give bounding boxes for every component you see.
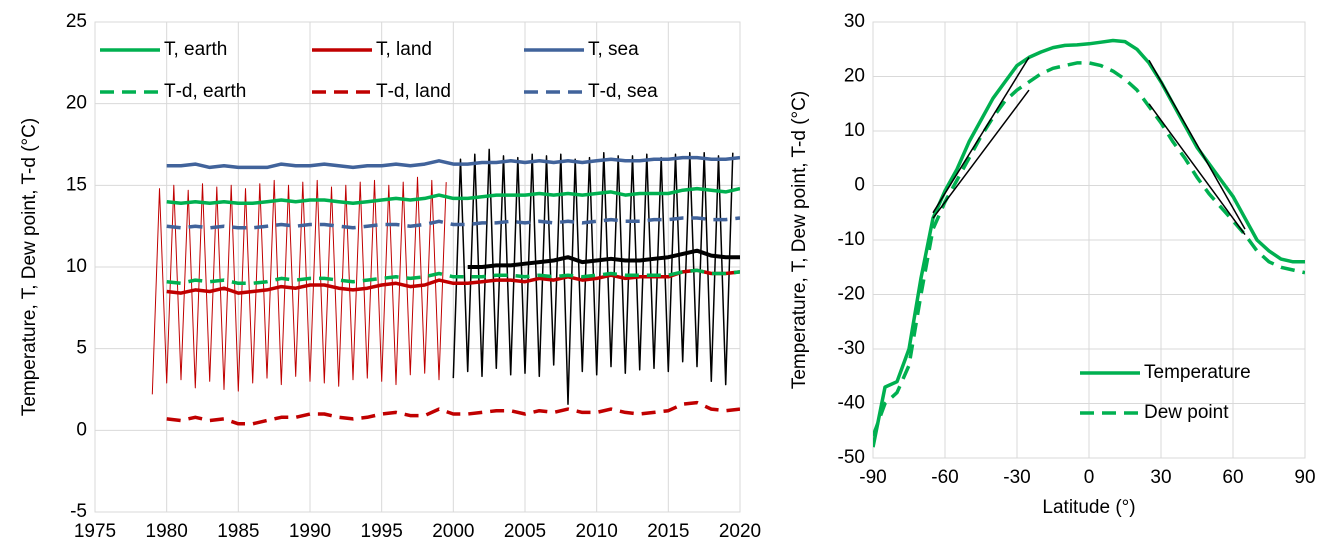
y-axis-label: Temperature, T, Dew point, T-d (°C) (19, 118, 40, 416)
legend-label: T‐d, earth (164, 81, 246, 102)
series-line (1148, 103, 1246, 236)
legend-label: T, sea (588, 39, 639, 60)
series-line (166, 268, 740, 295)
x-tick-label: 2005 (504, 521, 546, 542)
y-axis-label: Temperature, T, Dew point, T-d (°C) (789, 91, 810, 389)
series-line (166, 216, 740, 230)
y-tick-label: -20 (838, 284, 865, 305)
x-tick-label: 2000 (432, 521, 474, 542)
y-tick-label: -50 (838, 447, 865, 468)
plot-frame (872, 21, 1306, 459)
x-tick-label: 0 (1084, 467, 1095, 488)
series-line (467, 248, 740, 269)
x-tick-label: 2010 (576, 521, 618, 542)
legend-label: Dew point (1144, 402, 1229, 423)
y-tick-label: 10 (66, 256, 87, 277)
series-line (166, 155, 740, 170)
x-tick-label: -90 (859, 467, 886, 488)
legend-label: T, earth (164, 39, 227, 60)
series-line (166, 186, 740, 206)
y-tick-label: 20 (844, 66, 865, 87)
y-tick-label: 25 (66, 11, 87, 32)
y-tick-label: -30 (838, 338, 865, 359)
x-tick-label: 1985 (217, 521, 259, 542)
y-tick-label: 5 (76, 338, 87, 359)
y-tick-label: 0 (76, 419, 87, 440)
x-tick-label: 2020 (719, 521, 761, 542)
y-tick-label: -10 (838, 229, 865, 250)
x-tick-label: 2015 (647, 521, 689, 542)
y-tick-label: 0 (854, 175, 865, 196)
series-line (166, 268, 740, 286)
x-tick-label: 1980 (146, 521, 188, 542)
y-tick-label: 20 (66, 93, 87, 114)
series-line (452, 148, 734, 405)
x-axis-label: Latitude (°) (1042, 497, 1135, 518)
legend-label: Temperature (1144, 362, 1251, 383)
series-line (932, 89, 1030, 219)
legend-label: T‐d, land (376, 81, 451, 102)
series-line (873, 38, 1305, 448)
series-line (1148, 59, 1246, 230)
y-tick-label: 30 (844, 11, 865, 32)
plot-frame (94, 21, 741, 513)
legend-label: T‐d, sea (588, 81, 658, 102)
y-tick-label: -5 (70, 501, 87, 522)
series-line (166, 400, 740, 426)
x-tick-label: 60 (1222, 467, 1243, 488)
x-tick-label: 1995 (361, 521, 403, 542)
x-tick-label: -60 (931, 467, 958, 488)
y-tick-label: 10 (844, 120, 865, 141)
x-tick-label: 1975 (74, 521, 116, 542)
legend-label: T, land (376, 39, 432, 60)
x-tick-label: 30 (1150, 467, 1171, 488)
x-tick-label: 90 (1294, 467, 1315, 488)
y-tick-label: -40 (838, 393, 865, 414)
series-line (932, 57, 1030, 214)
x-tick-label: 1990 (289, 521, 331, 542)
y-tick-label: 15 (66, 174, 87, 195)
x-tick-label: -30 (1003, 467, 1030, 488)
